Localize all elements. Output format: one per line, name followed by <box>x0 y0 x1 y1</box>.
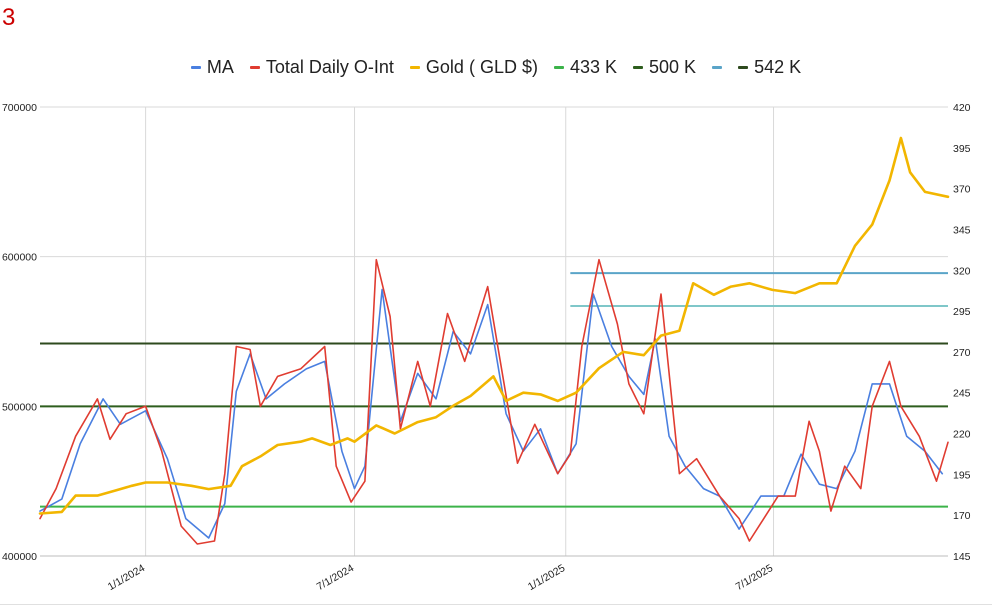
legend-label: Gold ( GLD $) <box>425 57 538 77</box>
legend-label: Total Daily O-Int <box>265 57 394 77</box>
legend-swatch <box>712 66 723 69</box>
series-line <box>39 288 944 539</box>
axis-labels: 400000 500000 600000 700000 145 170 195 220 245 2… <box>2 102 971 593</box>
x-tick-label: 7/1/2024 <box>315 562 357 593</box>
y-right-tick-label: 345 <box>953 224 971 236</box>
x-tick-label: 1/1/2024 <box>106 562 148 593</box>
chart-legend: MA Total Daily O-Int Gold ( GLD $) 433 K 500… <box>0 57 992 78</box>
page-number-label: 3 <box>2 4 16 31</box>
legend-item: 500 K <box>633 57 696 78</box>
legend-item: 542 K <box>738 57 801 78</box>
y-right-tick-label: 245 <box>953 388 971 400</box>
legend-item <box>712 57 723 78</box>
y-right-tick-label: 395 <box>953 143 971 155</box>
legend-swatch <box>190 66 201 69</box>
y-right-tick-label: 220 <box>953 429 971 441</box>
y-right-tick-label: 145 <box>953 551 971 563</box>
x-tick-label: 1/1/2025 <box>526 562 568 593</box>
legend-item: 433 K <box>553 57 618 78</box>
y-right-tick-label: 270 <box>953 347 971 359</box>
series-lines <box>38 136 950 545</box>
y-left-tick-label: 700000 <box>2 102 37 114</box>
legend-item: Total Daily O-Int <box>249 57 394 78</box>
legend-swatch <box>738 66 749 69</box>
x-tick-label: 7/1/2025 <box>734 562 776 593</box>
legend-item: Gold ( GLD $) <box>409 57 538 78</box>
legend-swatch <box>633 66 644 69</box>
series-line <box>39 258 949 545</box>
legend-label: MA <box>206 57 234 77</box>
y-left-tick-label: 500000 <box>2 401 37 413</box>
y-left-tick-label: 400000 <box>2 551 37 563</box>
y-right-tick-label: 320 <box>953 265 971 277</box>
legend-swatch <box>409 66 420 69</box>
y-right-tick-label: 370 <box>953 184 971 196</box>
legend-item: MA <box>190 57 234 78</box>
y-right-tick-label: 295 <box>953 306 971 318</box>
y-left-tick-label: 600000 <box>2 252 37 264</box>
legend-label: 542 K <box>754 57 802 77</box>
y-right-tick-label: 170 <box>953 510 971 522</box>
grid-lines <box>40 106 948 557</box>
legend-swatch <box>249 66 260 69</box>
legend-label: 500 K <box>649 57 697 77</box>
y-right-tick-label: 420 <box>953 102 971 114</box>
y-right-tick-label: 195 <box>953 469 971 481</box>
series-line <box>38 136 950 515</box>
legend-label: 433 K <box>569 57 618 77</box>
legend-swatch <box>553 66 564 69</box>
bottom-divider <box>0 604 992 605</box>
